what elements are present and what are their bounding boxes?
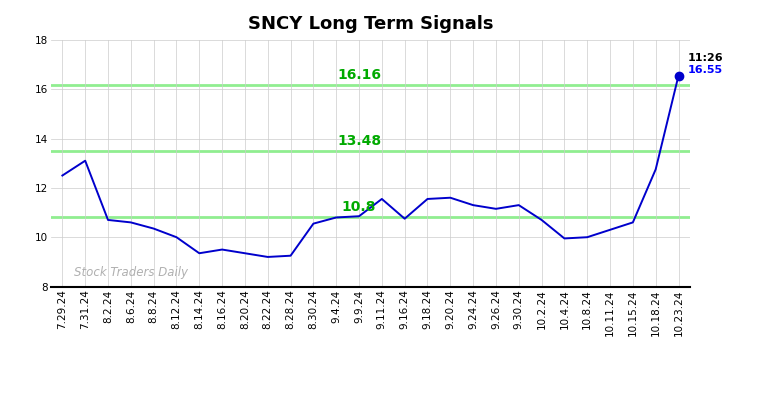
Text: 11:26: 11:26 (688, 53, 724, 63)
Title: SNCY Long Term Signals: SNCY Long Term Signals (248, 15, 493, 33)
Text: Stock Traders Daily: Stock Traders Daily (74, 266, 188, 279)
Text: 16.16: 16.16 (337, 68, 381, 82)
Text: 10.8: 10.8 (342, 200, 376, 214)
Text: 16.55: 16.55 (688, 65, 723, 75)
Text: 13.48: 13.48 (337, 134, 381, 148)
